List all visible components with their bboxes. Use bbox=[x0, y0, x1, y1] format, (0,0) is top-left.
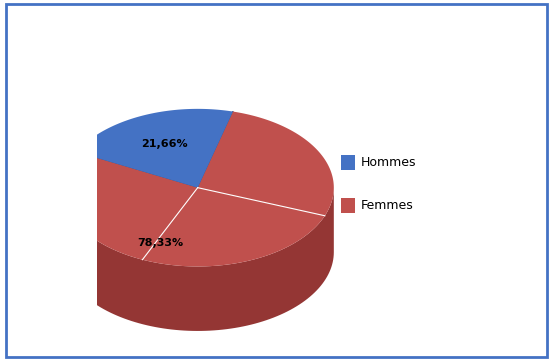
Polygon shape bbox=[197, 112, 233, 252]
Polygon shape bbox=[76, 152, 197, 252]
Polygon shape bbox=[76, 152, 197, 252]
Polygon shape bbox=[197, 112, 233, 252]
Bar bbox=[341, 156, 356, 170]
Polygon shape bbox=[61, 188, 334, 331]
Text: 78,33%: 78,33% bbox=[137, 238, 183, 248]
Text: Femmes: Femmes bbox=[361, 199, 414, 212]
Bar bbox=[341, 199, 356, 213]
Polygon shape bbox=[61, 112, 334, 266]
Text: 21,66%: 21,66% bbox=[141, 139, 188, 149]
Text: Hommes: Hommes bbox=[361, 156, 416, 169]
Polygon shape bbox=[76, 109, 233, 188]
